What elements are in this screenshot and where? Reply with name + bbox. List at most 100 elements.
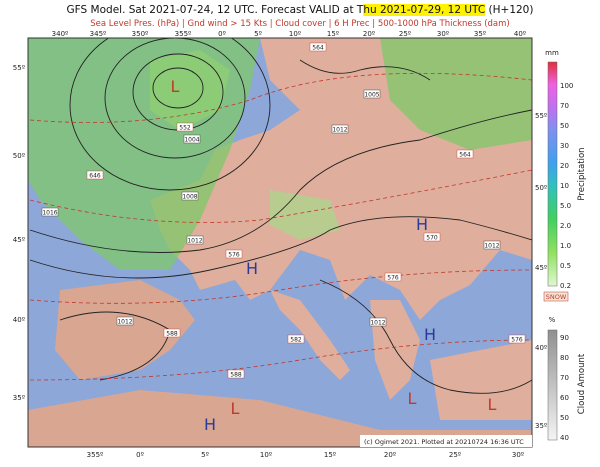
label-box: [508, 334, 526, 344]
left-lat-label: 55º: [13, 64, 25, 72]
top-lon-label: 340º: [52, 30, 69, 38]
bottom-lon-label: 15º: [324, 451, 336, 459]
top-lon-label: 10º: [289, 30, 301, 38]
credit: (c) Ogimet 2021. Plotted at 20210724 16:…: [364, 438, 524, 446]
pressure-label: 1016: [42, 210, 57, 217]
top-lon-label: 25º: [399, 30, 411, 38]
land-iberia: [55, 280, 195, 380]
label-box: [183, 134, 201, 144]
low-marker: L: [231, 399, 240, 418]
label-box: [86, 170, 104, 180]
bottom-lon-label: 10º: [260, 451, 272, 459]
top-lon-label: 345º: [90, 30, 107, 38]
precip-colorbar: [547, 61, 558, 287]
right-lat-label: 55º: [535, 112, 547, 120]
label-box: [423, 232, 441, 242]
bottom-lon-label: 355º: [87, 451, 104, 459]
title-highlight: hu 2021-07-29, 12 UTC: [363, 4, 485, 16]
label-box: [483, 240, 501, 250]
label-box: [186, 235, 204, 245]
precip-title: Precipitation: [577, 147, 587, 200]
high-marker: H: [424, 325, 436, 344]
thickness-label: 570: [426, 235, 438, 242]
left-lat-label: 45º: [13, 236, 25, 244]
cloud-title: Cloud Amount: [577, 353, 587, 414]
land-italy: [270, 290, 350, 380]
label-box: [331, 124, 349, 134]
top-lon-label: 20º: [363, 30, 375, 38]
high-marker: H: [246, 259, 258, 278]
title: GFS Model. Sat 2021-07-24, 12 UTC. Forec…: [67, 4, 534, 16]
top-lon-label: 0º: [218, 30, 226, 38]
right-lat-label: 35º: [535, 422, 547, 430]
top-lon-label: 350º: [132, 30, 149, 38]
pressure-label: 1008: [182, 194, 197, 201]
thickness-label: 552: [179, 125, 191, 132]
left-lat-label: 40º: [13, 316, 25, 324]
map-labels: 552 1004 1008 1012 1016 1012 1005 564 564 570 576 5…: [41, 42, 526, 434]
precip-alps: [270, 190, 340, 240]
thickness-lines: [29, 72, 532, 381]
precip-tick-label: 0.5: [560, 262, 571, 270]
precip-scandinavia: [380, 38, 532, 150]
precip-tick-label: 20: [560, 162, 569, 170]
thickness-label: 576: [511, 337, 523, 344]
label-box: [384, 272, 402, 282]
snow-label: SNOW: [546, 293, 567, 301]
thickness-label: 588: [230, 372, 242, 379]
label-box: [309, 42, 327, 52]
land-turkey: [430, 340, 532, 420]
map-area: 552 1004 1008 1012 1016 1012 1005 564 564 570 576 5…: [28, 38, 532, 447]
precip-tick-label: 100: [560, 82, 573, 90]
pressure-label: 1012: [370, 320, 385, 327]
thickness-label: 564: [459, 152, 471, 159]
pressure-label: 1004: [184, 137, 199, 144]
thickness-label: 588: [166, 331, 178, 338]
land-africa: [28, 390, 532, 447]
bottom-lon-label: 25º: [449, 451, 461, 459]
label-box: [456, 149, 474, 159]
right-lat-label: 45º: [535, 264, 547, 272]
label-box: [181, 191, 199, 201]
left-lat-label: 50º: [13, 152, 25, 160]
label-box: [163, 328, 181, 338]
precip-tick-label: 10: [560, 182, 569, 190]
subtitle: Sea Level Pres. (hPa) | Gnd wind > 15 Kt…: [90, 19, 510, 29]
thickness-label: 646: [89, 173, 101, 180]
top-lon-label: 15º: [327, 30, 339, 38]
title-suffix: (H+120): [485, 4, 533, 16]
precip-tick-label: 70: [560, 102, 569, 110]
cloud-tick-label: 50: [560, 414, 569, 422]
label-box: [363, 89, 381, 99]
precip-tick-label: 2.0: [560, 222, 571, 230]
left-lat-label: 35º: [13, 394, 25, 402]
right-lat-label: 40º: [535, 344, 547, 352]
cloud-colorbar: [547, 329, 558, 441]
high-marker: H: [416, 215, 428, 234]
label-box: [41, 207, 59, 217]
cloud-tick-label: 40: [560, 434, 569, 442]
bottom-lon-label: 20º: [384, 451, 396, 459]
precip-tick-label: 50: [560, 122, 569, 130]
top-lon-label: 30º: [437, 30, 449, 38]
cloud-unit: %: [549, 316, 556, 324]
thickness-label: 582: [290, 337, 302, 344]
precip-tick-label: 5.0: [560, 202, 571, 210]
thickness-label: 576: [228, 252, 240, 259]
bottom-lon-label: 5º: [201, 451, 209, 459]
pressure-label: 1005: [364, 92, 379, 99]
high-marker: H: [204, 415, 216, 434]
top-lon-label: 40º: [514, 30, 526, 38]
cloud-tick-label: 90: [560, 334, 569, 342]
label-box: [287, 334, 305, 344]
credit-bg: [360, 435, 532, 447]
cloud-tick-label: 80: [560, 354, 569, 362]
pressure-label: 1012: [332, 127, 347, 134]
axis-labels: 340º 345º 350º 355º 0º 5º 10º 15º 20º 25º 30º 35º 40…: [13, 30, 574, 459]
title-highlight-bg: [363, 4, 486, 16]
thickness-label: 564: [312, 45, 324, 52]
map-frame: [27, 37, 533, 448]
pressure-label: 1012: [484, 243, 499, 250]
cloud-tick-label: 70: [560, 374, 569, 382]
isobars: [29, 38, 532, 394]
